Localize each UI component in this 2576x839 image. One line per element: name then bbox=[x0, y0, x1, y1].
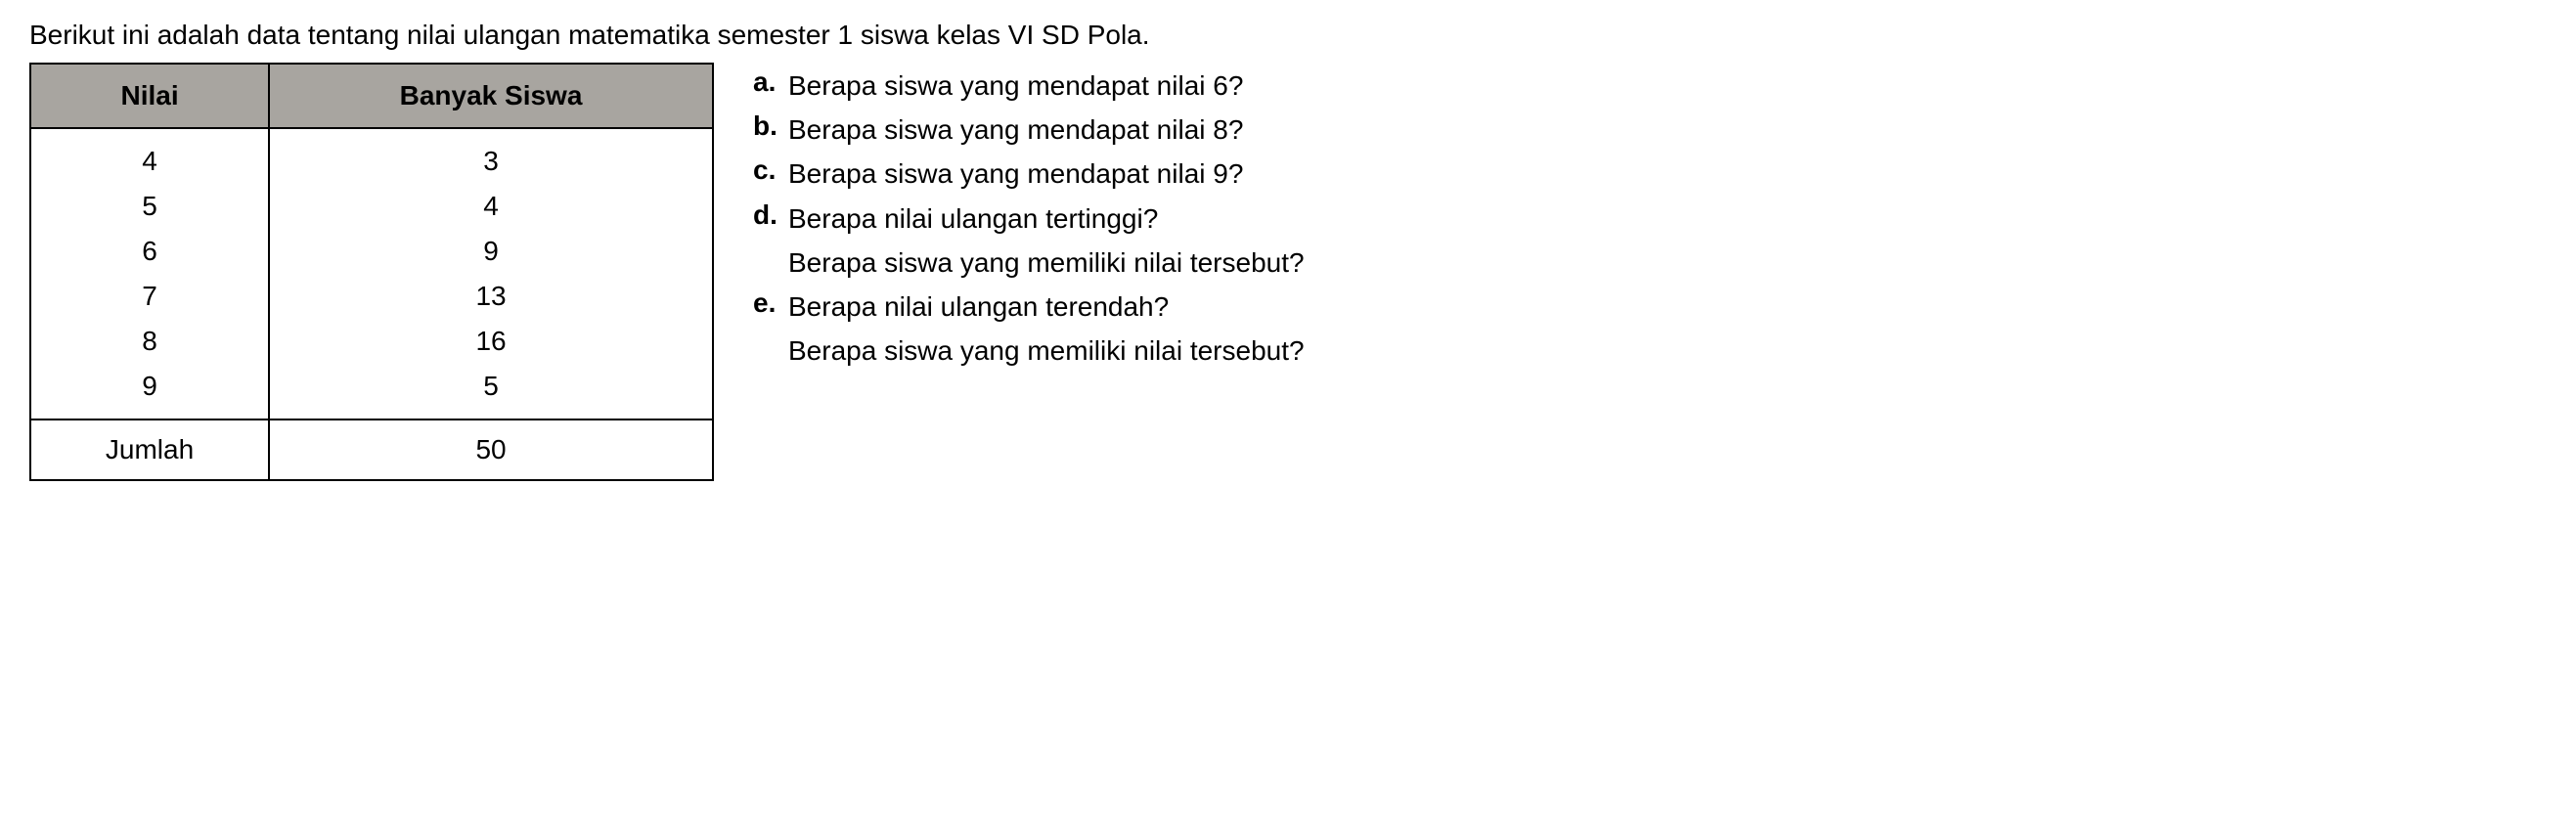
nilai-value: 6 bbox=[31, 229, 268, 274]
questions-list: a. Berapa siswa yang mendapat nilai 6? b… bbox=[753, 63, 1305, 375]
question-item: c. Berapa siswa yang mendapat nilai 9? bbox=[753, 155, 1305, 199]
banyak-list: 3 4 9 13 16 5 bbox=[270, 129, 712, 419]
question-item: e. Berapa nilai ulangan terendah? Berapa… bbox=[753, 287, 1305, 375]
table-total-row: Jumlah 50 bbox=[30, 420, 713, 480]
banyak-column-cell: 3 4 9 13 16 5 bbox=[269, 128, 713, 420]
question-item: d. Berapa nilai ulangan tertinggi? Berap… bbox=[753, 199, 1305, 287]
question-text-b: Berapa siswa yang mendapat nilai 8? bbox=[788, 110, 1243, 149]
question-label-d: d. bbox=[753, 199, 788, 231]
column-header-banyak: Banyak Siswa bbox=[269, 64, 713, 128]
column-header-nilai: Nilai bbox=[30, 64, 269, 128]
question-label-e: e. bbox=[753, 287, 788, 319]
question-sub-e: Berapa siswa yang memiliki nilai tersebu… bbox=[788, 331, 1305, 370]
question-text-e: Berapa nilai ulangan terendah? bbox=[788, 287, 1169, 326]
question-text-a: Berapa siswa yang mendapat nilai 6? bbox=[788, 66, 1243, 105]
total-value: 50 bbox=[269, 420, 713, 480]
banyak-value: 9 bbox=[270, 229, 712, 274]
question-text-c: Berapa siswa yang mendapat nilai 9? bbox=[788, 155, 1243, 193]
table-data-row: 4 5 6 7 8 9 3 4 9 13 bbox=[30, 128, 713, 420]
data-table: Nilai Banyak Siswa 4 5 6 7 8 9 bbox=[29, 63, 714, 481]
nilai-column-cell: 4 5 6 7 8 9 bbox=[30, 128, 269, 420]
nilai-value: 5 bbox=[31, 184, 268, 229]
nilai-value: 4 bbox=[31, 139, 268, 184]
question-label-a: a. bbox=[753, 66, 788, 98]
banyak-value: 3 bbox=[270, 139, 712, 184]
page-container: Berikut ini adalah data tentang nilai ul… bbox=[29, 20, 2547, 481]
nilai-value: 7 bbox=[31, 274, 268, 319]
question-label-b: b. bbox=[753, 110, 788, 142]
banyak-value: 16 bbox=[270, 319, 712, 364]
table-header-row: Nilai Banyak Siswa bbox=[30, 64, 713, 128]
intro-text: Berikut ini adalah data tentang nilai ul… bbox=[29, 20, 2547, 51]
nilai-value: 8 bbox=[31, 319, 268, 364]
nilai-value: 9 bbox=[31, 364, 268, 409]
total-label: Jumlah bbox=[30, 420, 269, 480]
question-label-c: c. bbox=[753, 155, 788, 186]
question-text-d: Berapa nilai ulangan tertinggi? bbox=[788, 199, 1158, 238]
question-item: b. Berapa siswa yang mendapat nilai 8? bbox=[753, 110, 1305, 155]
question-sub-d: Berapa siswa yang memiliki nilai tersebu… bbox=[788, 243, 1305, 282]
nilai-list: 4 5 6 7 8 9 bbox=[31, 129, 268, 419]
banyak-value: 5 bbox=[270, 364, 712, 409]
banyak-value: 13 bbox=[270, 274, 712, 319]
content-row: Nilai Banyak Siswa 4 5 6 7 8 9 bbox=[29, 63, 2547, 481]
question-item: a. Berapa siswa yang mendapat nilai 6? bbox=[753, 66, 1305, 110]
banyak-value: 4 bbox=[270, 184, 712, 229]
